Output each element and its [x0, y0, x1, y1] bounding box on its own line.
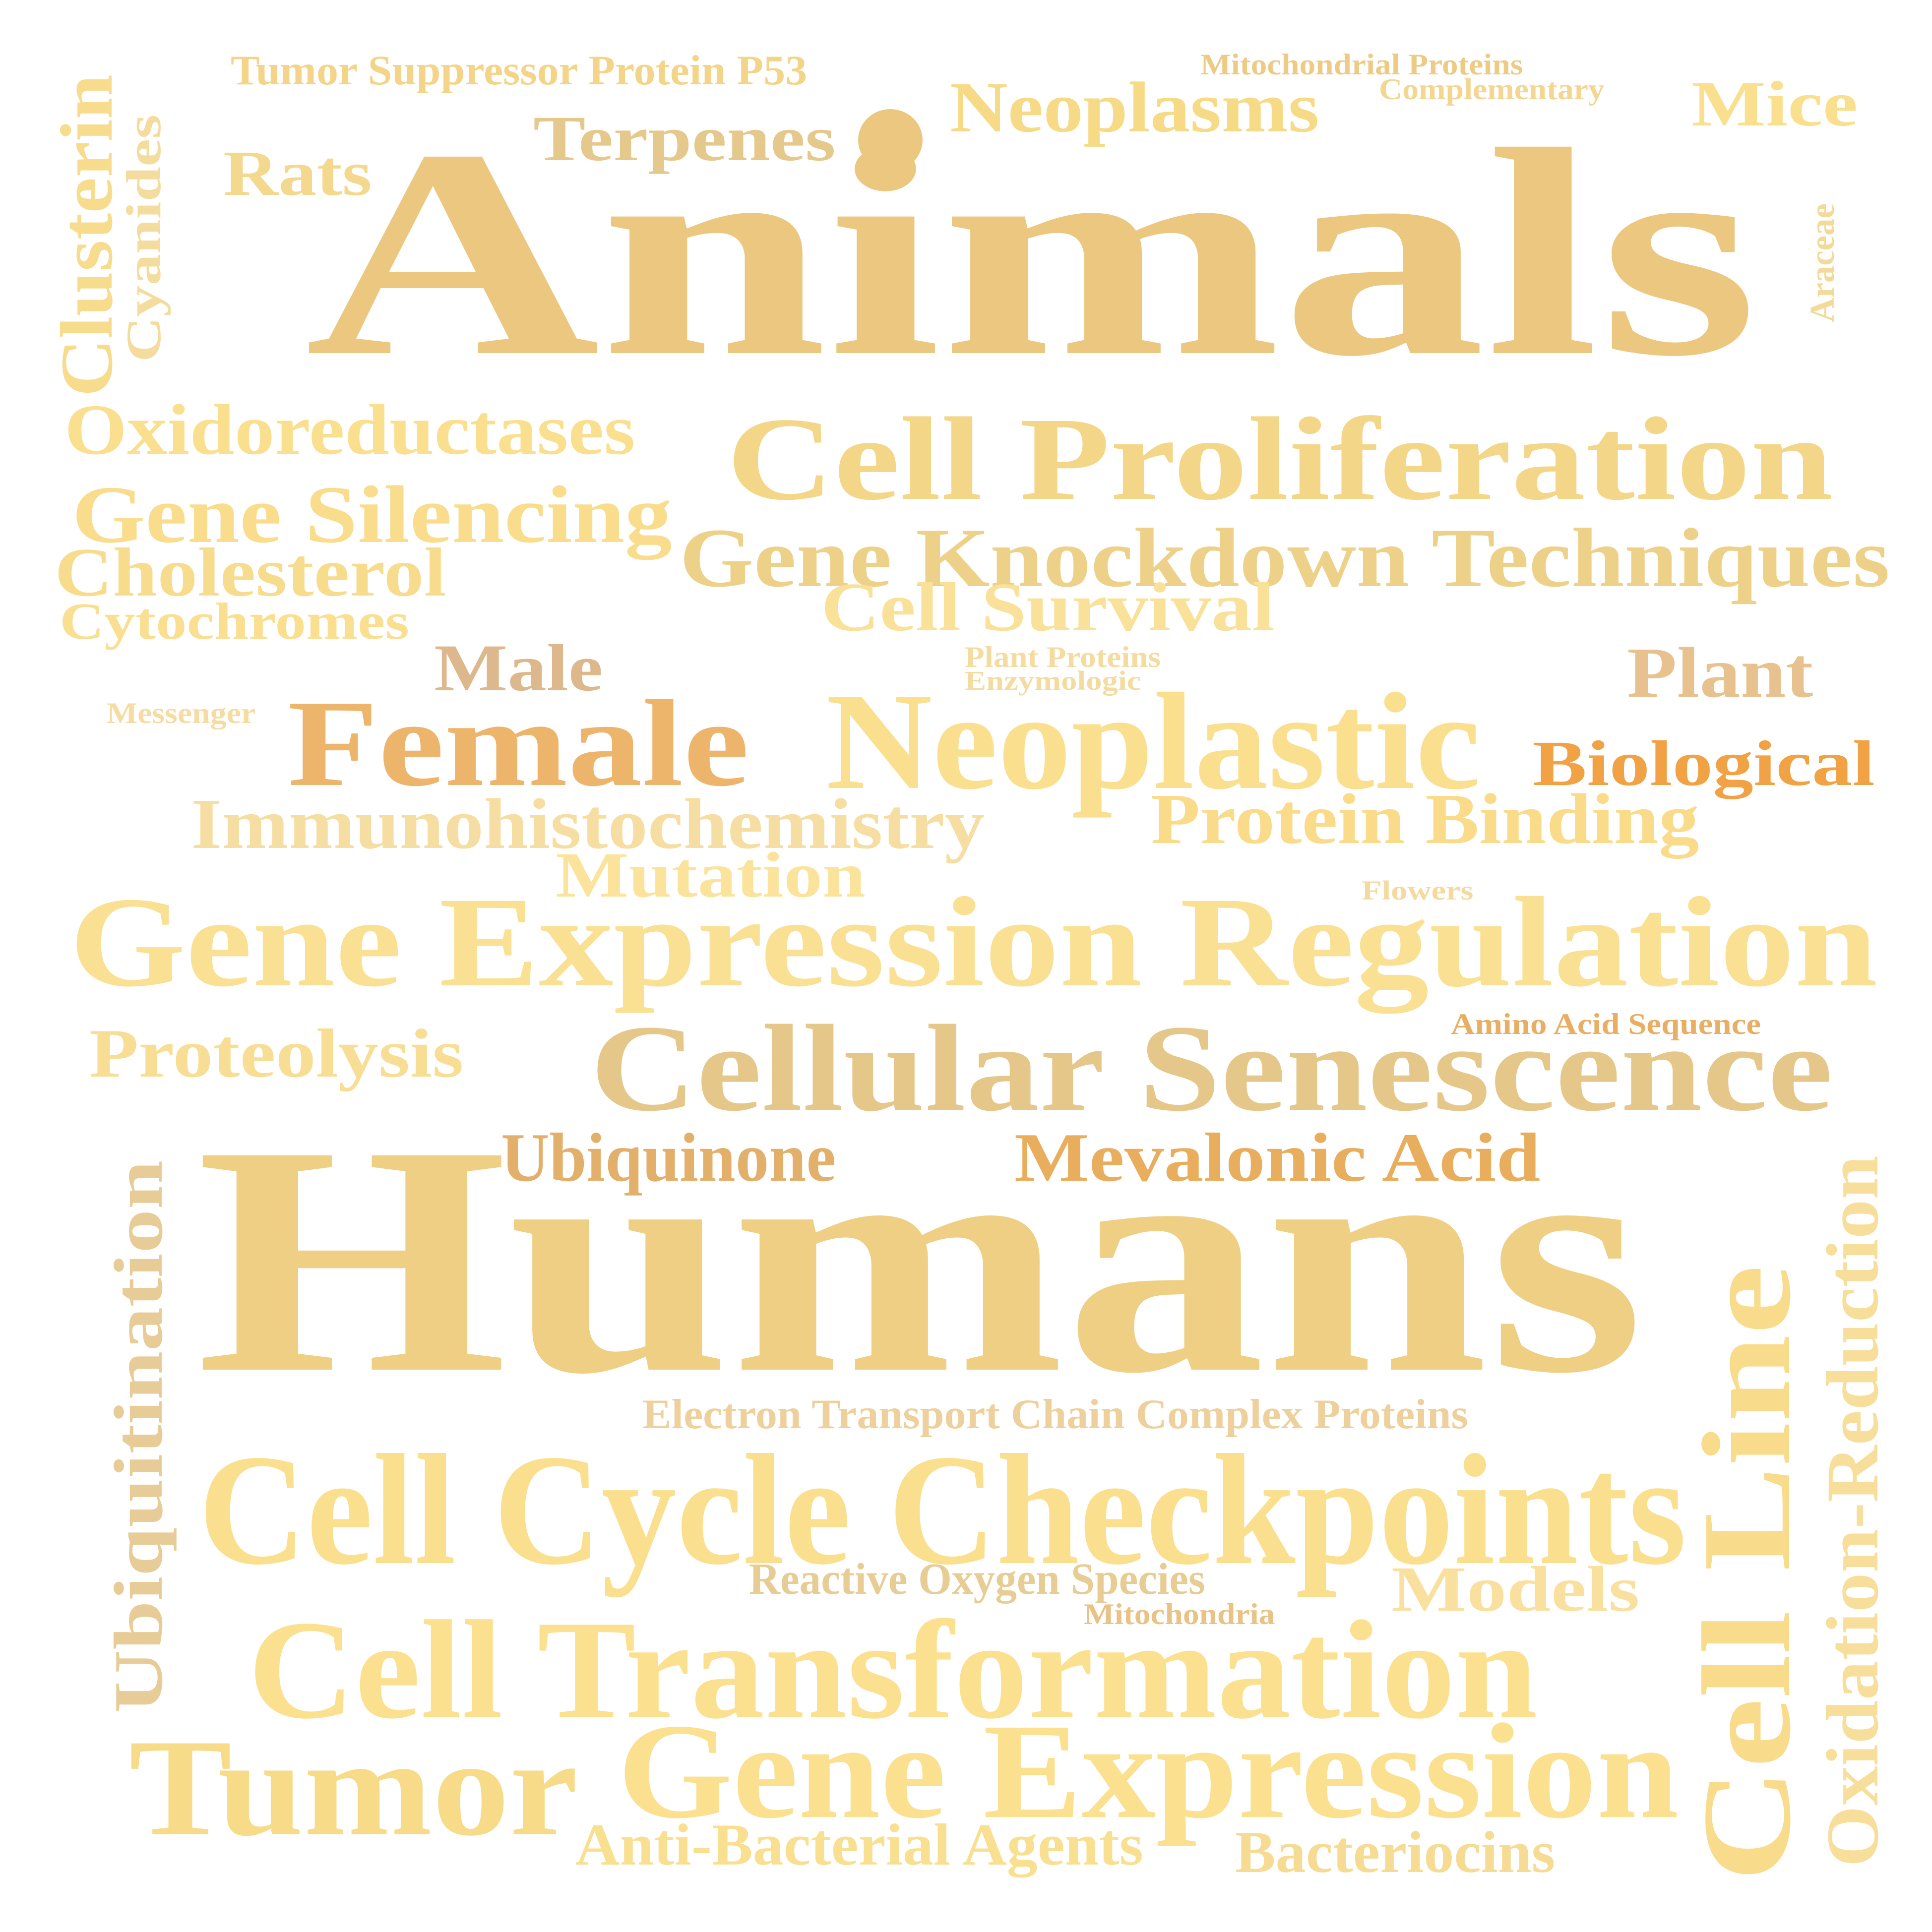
word: Humans [196, 1078, 1645, 1441]
word: Mice [1691, 68, 1858, 140]
word: Oxidation-Reduction [1811, 1155, 1894, 1867]
word: Clusterin [46, 74, 128, 397]
word: Animals [305, 88, 1758, 418]
word: Plant [1627, 633, 1813, 713]
word: Cell Cycle Checkpoints [198, 1422, 1687, 1598]
word: Rats [223, 138, 372, 209]
word: Flowers [1362, 875, 1474, 906]
word: Mevalonic Acid [1014, 1119, 1541, 1196]
word: Protein Binding [1151, 780, 1699, 859]
word: Models [1391, 1554, 1640, 1625]
word: Cell Line [1677, 1265, 1817, 1882]
word: Amino Acid Sequence [1451, 1008, 1761, 1040]
word: Immunohistochemistry [191, 785, 985, 864]
word: Araceae [1804, 203, 1842, 322]
word: Mutation [556, 840, 866, 911]
word: Cell Survival [821, 569, 1275, 646]
word: Mitochondrial Proteins [1200, 48, 1523, 81]
word: Cell Proliferation [727, 393, 1833, 525]
word: Gene Knockdown Techniques [680, 511, 1890, 604]
word: Neoplastic [826, 664, 1481, 818]
word: Plant Proteins [965, 641, 1161, 673]
word: Female [288, 675, 749, 812]
word: Proteolysis [89, 1015, 464, 1092]
word: Complementary [1379, 73, 1605, 106]
word: Bacteriocins [1235, 1819, 1556, 1885]
word: Oxidoreductases [64, 390, 635, 470]
word: Terpenes [533, 103, 836, 175]
word: Tumor [129, 1710, 578, 1865]
word: Biological [1533, 728, 1875, 799]
word: Tumor Suppressor Protein P53 [231, 47, 808, 94]
word: Enzymologic [965, 665, 1141, 696]
word: Cellular Senescence [590, 1000, 1833, 1137]
word: Messenger [107, 696, 256, 729]
word: Neoplasms [950, 68, 1319, 147]
word: Gene Expression Regulation [69, 871, 1878, 1014]
word: Cell Transformation [248, 1591, 1538, 1748]
word: Ubiquinone [501, 1119, 836, 1196]
word: Male [434, 631, 603, 705]
word: Mitochondria [1084, 1598, 1275, 1630]
dot-mark [858, 109, 923, 171]
word: Anti-Bacterial Agents [575, 1811, 1143, 1877]
word: Cytochromes [60, 592, 409, 650]
word: Electron Transport Chain Complex Protein… [642, 1391, 1468, 1438]
word: Ubiquitination [100, 1160, 177, 1713]
word: Gene Expression [618, 1696, 1679, 1847]
word: Cyanides [116, 114, 171, 362]
word: Gene Silencing [72, 469, 672, 560]
word: Cholesterol [55, 534, 446, 611]
word: Reactive Oxygen Species [749, 1555, 1205, 1604]
